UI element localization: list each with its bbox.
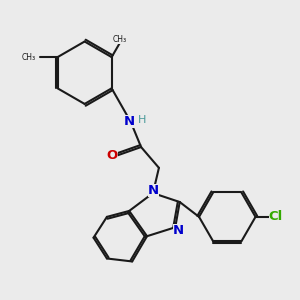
Text: Cl: Cl xyxy=(268,210,283,224)
Text: CH₃: CH₃ xyxy=(21,52,35,62)
Text: CH₃: CH₃ xyxy=(113,35,127,44)
Text: N: N xyxy=(173,224,184,237)
Text: O: O xyxy=(106,149,118,162)
Text: H: H xyxy=(138,115,146,125)
Text: N: N xyxy=(148,184,159,196)
Text: N: N xyxy=(124,115,135,128)
